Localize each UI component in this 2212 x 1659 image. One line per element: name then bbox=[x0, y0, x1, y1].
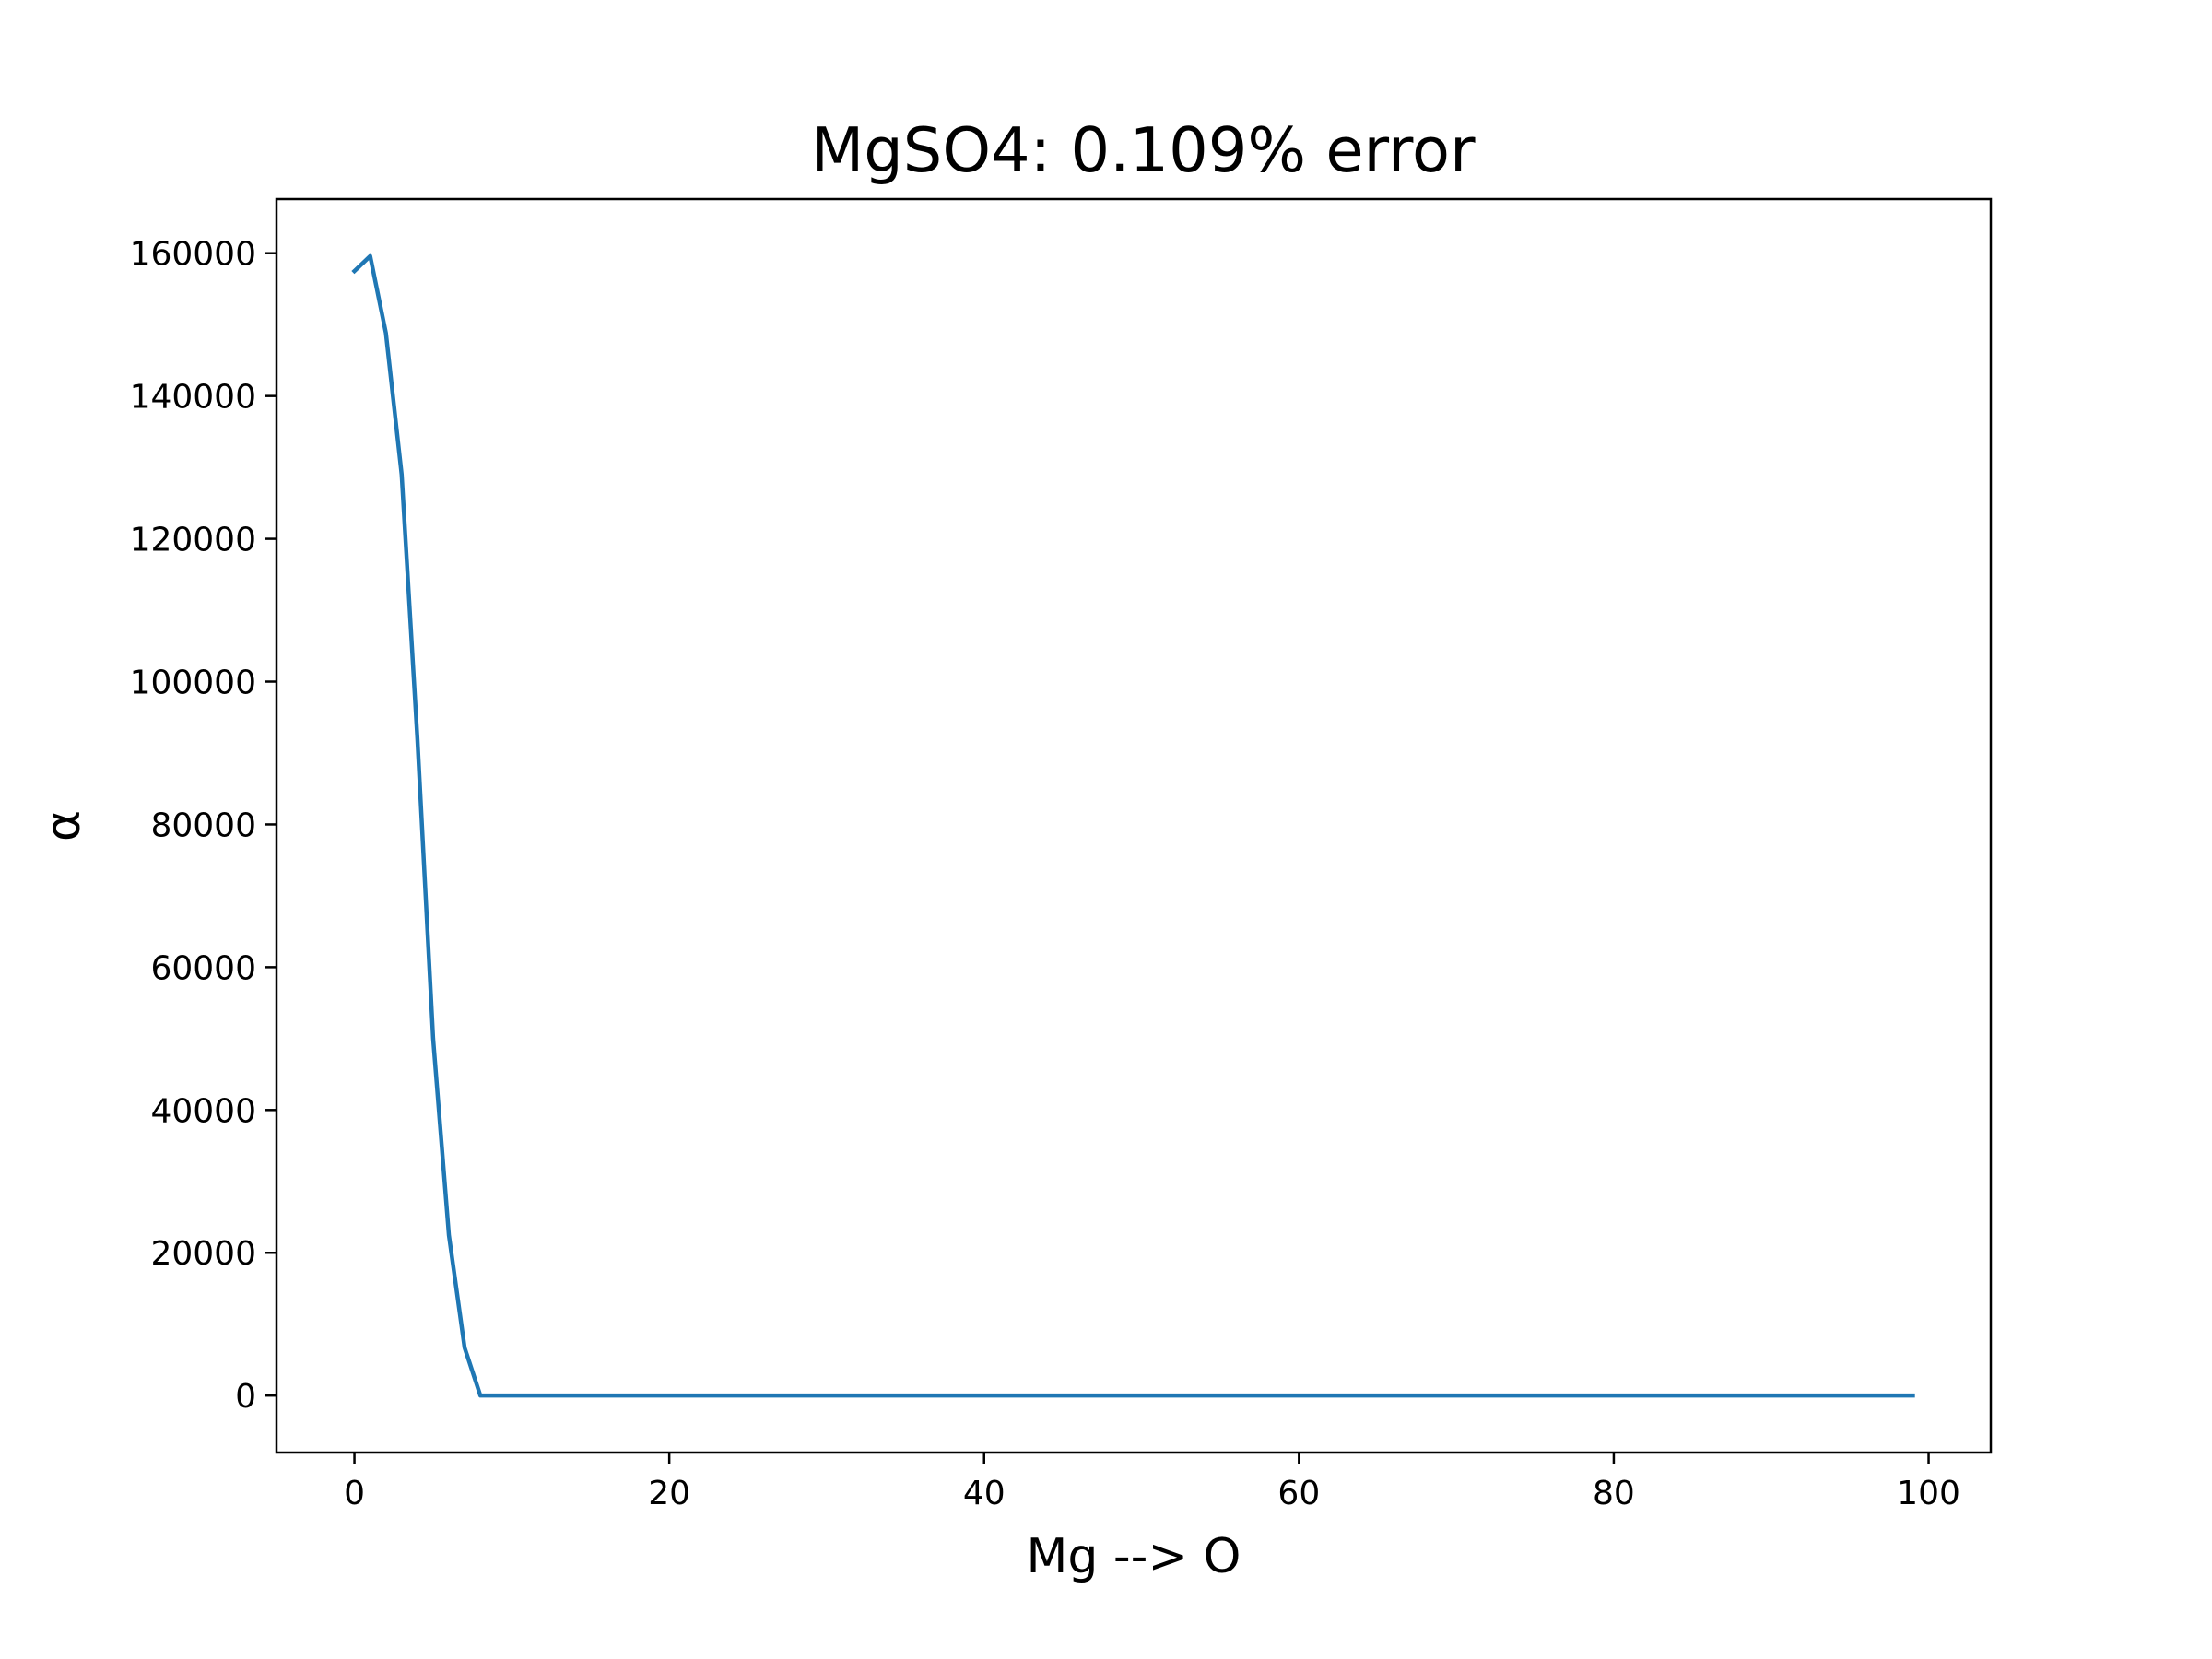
y-tick-label: 100000 bbox=[130, 665, 256, 702]
plot-frame bbox=[275, 197, 1993, 1454]
y-axis: 0 20000 40000 60000 80000 100000 120000 140000 1… bbox=[130, 236, 276, 1416]
plot-area-background bbox=[276, 199, 1991, 1453]
plot-area bbox=[276, 199, 1991, 1453]
x-tick-label: 80 bbox=[1593, 1475, 1635, 1512]
x-axis: 0 20 40 60 80 100 bbox=[344, 1453, 1960, 1512]
y-tick-label: 40000 bbox=[150, 1092, 256, 1130]
x-tick-label: 0 bbox=[344, 1475, 365, 1512]
series-line-0 bbox=[351, 253, 1915, 1398]
y-tick-label: 20000 bbox=[150, 1235, 256, 1273]
x-tick-label: 60 bbox=[1277, 1475, 1320, 1512]
y-axis-label: α bbox=[36, 810, 91, 841]
series-layer bbox=[351, 253, 1915, 1398]
y-tick-label: 80000 bbox=[150, 806, 256, 844]
x-axis-label: Mg --> O bbox=[1027, 1529, 1241, 1584]
x-tick-label: 20 bbox=[648, 1475, 690, 1512]
y-tick-label: 60000 bbox=[150, 949, 256, 987]
chart-title: MgSO4: 0.109% error bbox=[810, 114, 1476, 186]
x-tick-label: 100 bbox=[1897, 1475, 1960, 1512]
y-tick-label: 140000 bbox=[130, 379, 256, 417]
x-tick-label: 40 bbox=[963, 1475, 1006, 1512]
y-tick-label: 160000 bbox=[130, 236, 256, 274]
y-tick-label: 120000 bbox=[130, 522, 256, 559]
y-tick-label: 0 bbox=[235, 1378, 256, 1416]
